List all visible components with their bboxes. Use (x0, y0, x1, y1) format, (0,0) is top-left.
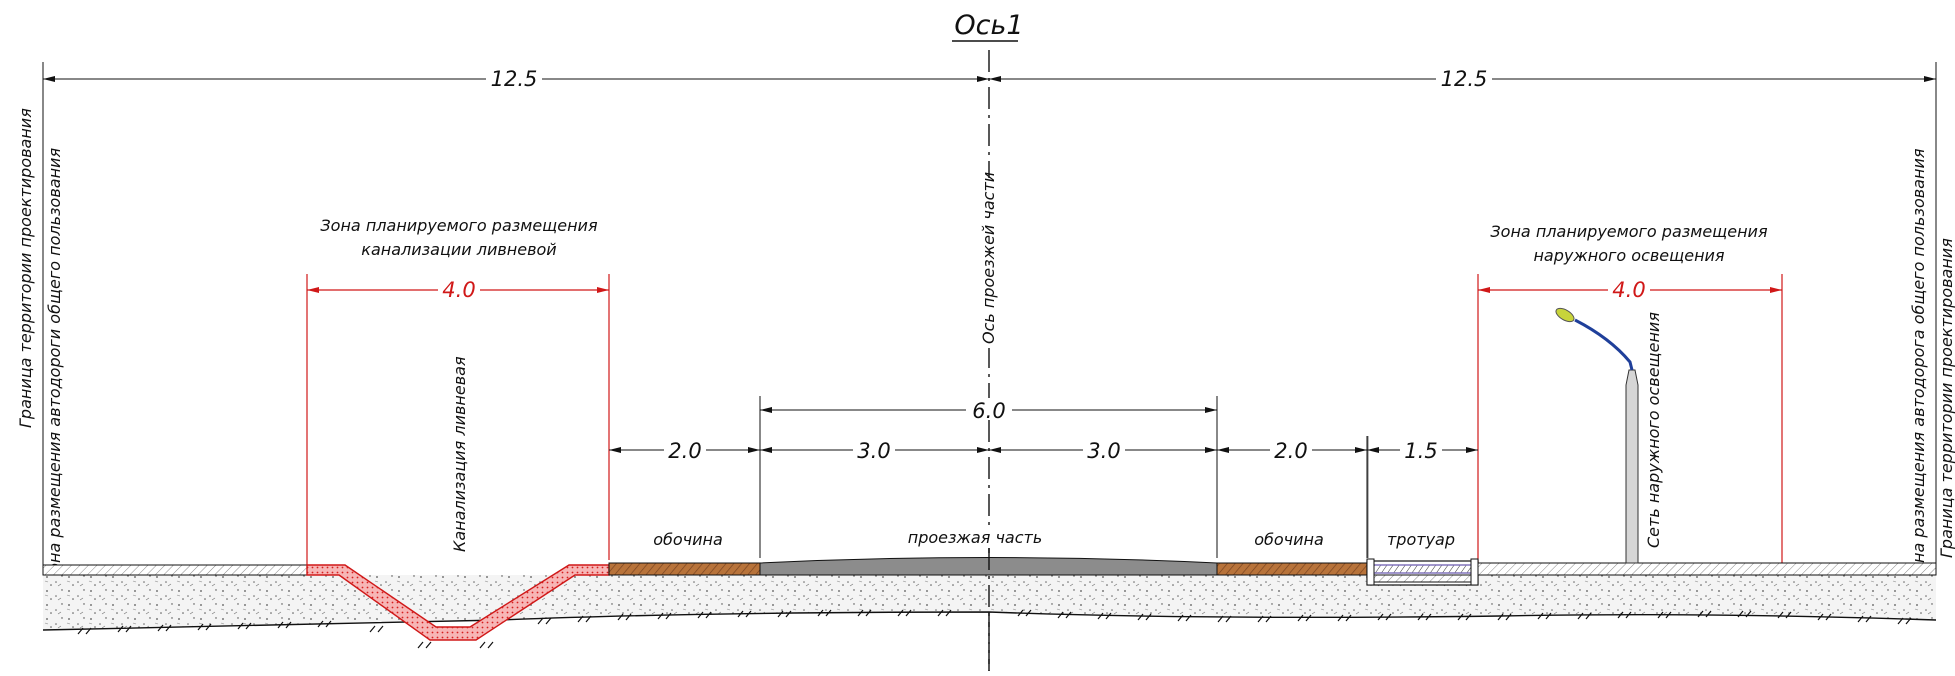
left-shoulder-label: обочина (653, 530, 723, 549)
right-shoulder-label: обочина (1254, 530, 1324, 549)
sidewalk-base (1371, 574, 1474, 583)
dim-shoulder-left: 2.0 (668, 439, 701, 463)
carriageway-label: проезжая часть (908, 528, 1043, 547)
dim-storm-zone: 4.0 (442, 278, 475, 302)
ground-ticks (77, 609, 1912, 635)
ground-bottom-line (42, 611, 1937, 631)
dim-right-half: 12.5 (1441, 67, 1488, 91)
storm-sewer-label: Канализация ливневая (450, 356, 469, 552)
left-boundary-label-2: Зона размещения автодороги общего пользо… (45, 148, 64, 583)
right-boundary-label-1: Зона размещения автодорога общего пользо… (1909, 148, 1928, 583)
lamp-pole (1625, 369, 1639, 564)
dim-left-half: 12.5 (491, 67, 538, 91)
dim-lane-left: 3.0 (857, 439, 890, 463)
dim-sidewalk: 1.5 (1404, 439, 1437, 463)
left-verge-surface (42, 564, 308, 576)
right-shoulder-surface (1216, 562, 1368, 576)
right-verge-surface (1477, 562, 1937, 576)
dim-carriageway: 6.0 (972, 399, 1005, 423)
axis-label: Ось проезжей части (979, 172, 998, 344)
drawing-title: Ось1 (954, 10, 1023, 41)
top-dimension-arrows (43, 76, 1936, 82)
lamp-arm (1574, 318, 1634, 371)
sidewalk-label: тротуар (1387, 530, 1455, 549)
left-boundary-label-1: Граница территории проектирования (16, 108, 35, 428)
curb-left (1366, 558, 1375, 586)
dim-light-zone: 4.0 (1612, 278, 1645, 302)
left-shoulder-surface (608, 562, 761, 576)
light-zone-label-1: Зона планируемого размещения (1490, 222, 1768, 241)
curb-right (1470, 558, 1479, 586)
storm-zone-label-2: канализации ливневой (361, 240, 556, 259)
storm-zone-label-1: Зона планируемого размещения (320, 216, 598, 235)
lighting-network-label: Сеть наружного освещения (1644, 312, 1663, 548)
dim-lane-right: 3.0 (1087, 439, 1120, 463)
ditch-ticks (369, 625, 494, 649)
sidewalk-surface (1371, 564, 1474, 574)
light-zone-label-2: наружного освещения (1533, 246, 1724, 265)
right-boundary-label-2: Граница территории проектирования (1937, 238, 1955, 558)
lamp-head (1555, 307, 1575, 323)
dim-shoulder-right: 2.0 (1274, 439, 1307, 463)
